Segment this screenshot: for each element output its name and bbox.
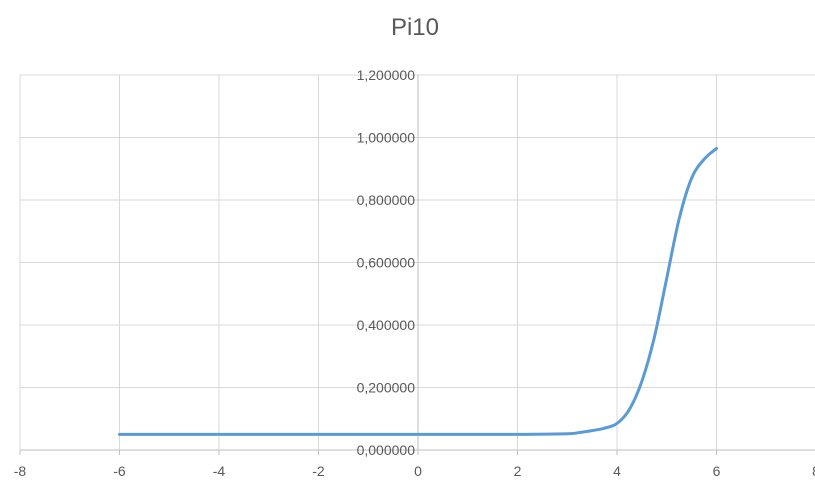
x-tick-label: 6 [713,463,721,479]
axis-labels: 0,000000 0,200000 0,400000 0,600000 0,800000… [14,67,815,479]
y-tick-label: 1,200000 [357,67,416,83]
x-tick-label: -6 [113,463,126,479]
x-tick-label: 2 [514,463,522,479]
series-layer [118,146,718,436]
series-line [118,146,718,436]
y-tick-label: 0,600000 [357,255,416,271]
gridlines [19,74,815,455]
chart-title: Pi10 [390,14,440,41]
x-tick-label: -4 [213,463,226,479]
x-tick-label: -8 [14,463,27,479]
y-tick-label: 0,400000 [357,317,416,333]
y-tick-label: 0,200000 [357,380,416,396]
y-tick-label: 0,800000 [357,192,416,208]
y-tick-label: 0,000000 [357,442,416,458]
x-tick-label: -2 [312,463,325,479]
y-tick-label: 1,000000 [357,130,416,146]
x-tick-label: 4 [613,463,621,479]
x-tick-label: 0 [414,463,422,479]
x-tick-label: 8 [812,463,815,479]
